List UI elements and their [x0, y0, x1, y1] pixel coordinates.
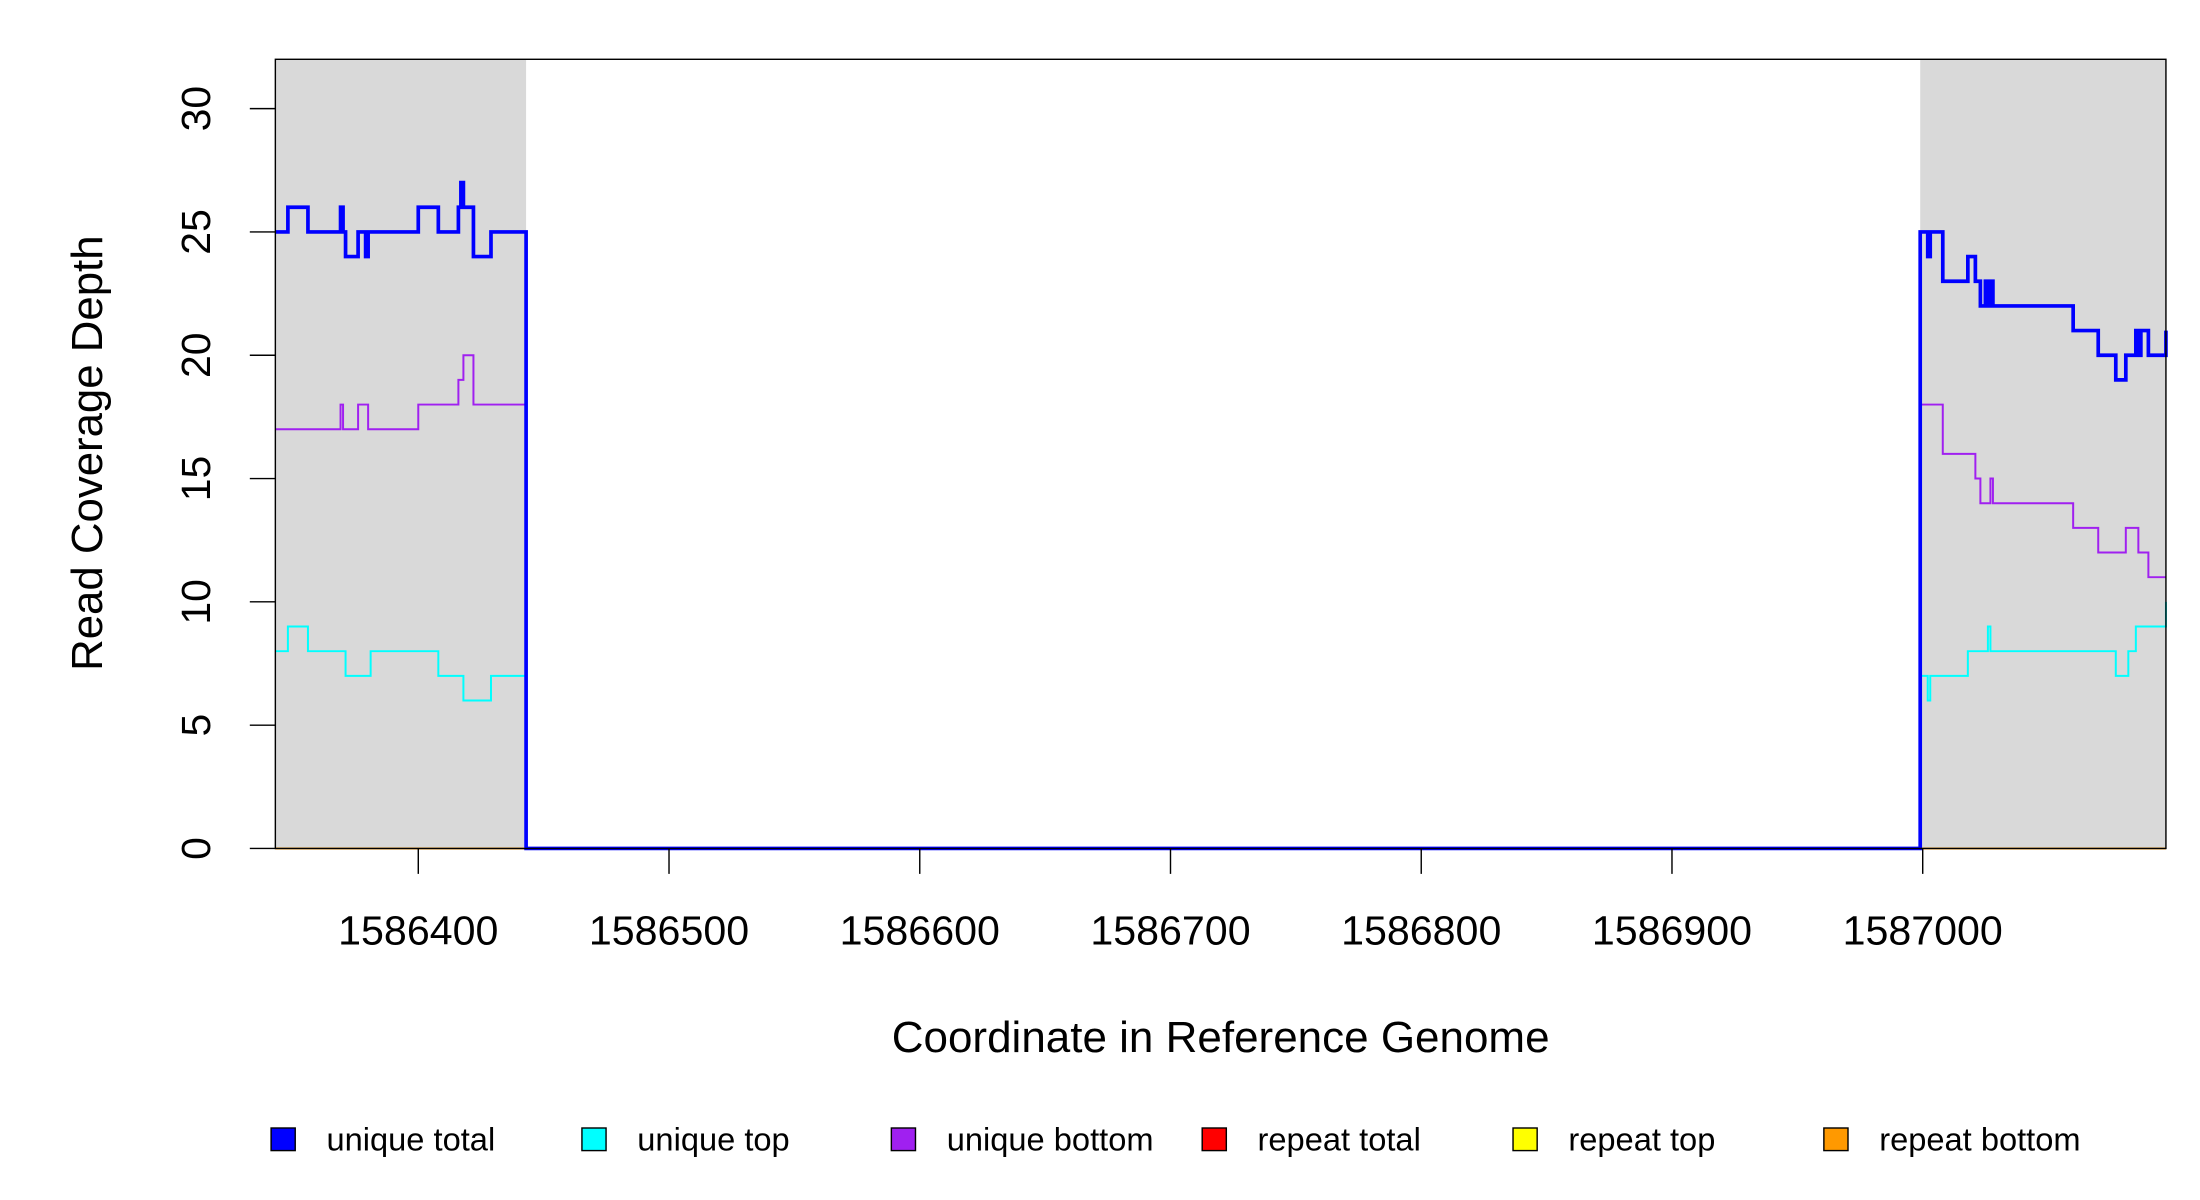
legend-swatch — [1823, 1127, 1849, 1152]
legend-swatch — [890, 1127, 917, 1152]
series-line — [275, 601, 2167, 850]
plot-frame — [274, 58, 2167, 850]
legend-swatch — [1201, 1127, 1228, 1152]
y-tick-label: 15 — [173, 456, 219, 502]
y-tick-label: 5 — [173, 714, 219, 737]
x-tick-label: 1586800 — [1341, 908, 1501, 954]
legend-swatch — [581, 1127, 607, 1152]
y-tick-label: 30 — [173, 86, 219, 132]
legend-label: unique total — [326, 1122, 495, 1158]
x-tick-label: 1586700 — [1090, 908, 1250, 954]
series-line — [275, 180, 2168, 851]
legend-label: repeat total — [1258, 1122, 1421, 1158]
x-axis-label: Coordinate in Reference Genome — [892, 1013, 1550, 1062]
legend-swatch — [1512, 1127, 1538, 1152]
legend-label: repeat bottom — [1879, 1122, 2080, 1158]
x-tick-label: 1586500 — [589, 908, 749, 954]
legend-label: repeat top — [1568, 1122, 1715, 1158]
shaded-region — [275, 59, 527, 849]
y-tick-label: 25 — [173, 209, 219, 255]
series-line — [275, 354, 2166, 850]
legend-label: unique bottom — [947, 1122, 1154, 1158]
legend-label: unique top — [637, 1122, 789, 1158]
legend-swatch — [270, 1127, 296, 1152]
y-axis-label: Read Coverage Depth — [63, 235, 112, 670]
y-tick-label: 0 — [173, 837, 219, 860]
x-tick-label: 1586900 — [1592, 908, 1752, 954]
y-tick-label: 10 — [173, 579, 219, 625]
y-tick-label: 20 — [173, 332, 219, 378]
x-tick-label: 1586600 — [840, 908, 1000, 954]
x-tick-label: 1586400 — [338, 908, 498, 954]
x-tick-label: 1587000 — [1843, 908, 2003, 954]
